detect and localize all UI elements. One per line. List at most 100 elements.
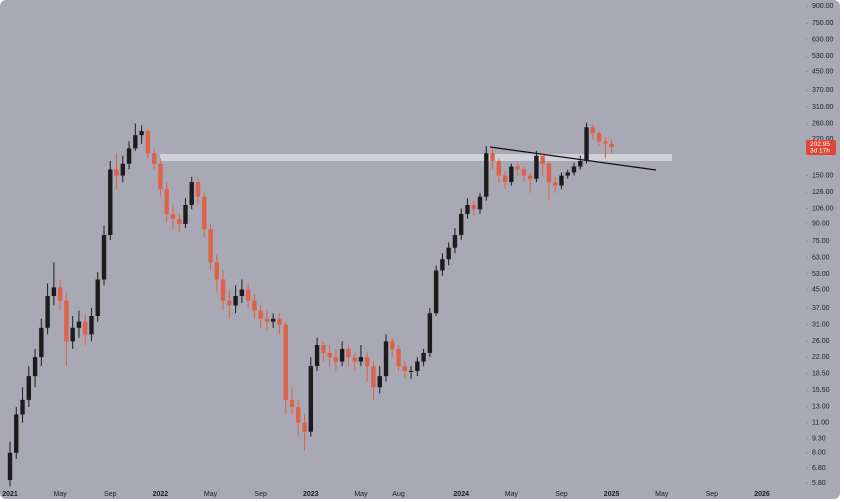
candle-body xyxy=(164,189,169,214)
y-tick-label: 530.00 xyxy=(812,53,834,60)
y-tick-label: 630.00 xyxy=(812,37,834,44)
x-tick-label: Sep xyxy=(555,491,568,498)
y-tick-label: 900.00 xyxy=(812,3,834,10)
candle-body xyxy=(490,153,495,161)
candle-body xyxy=(327,352,332,358)
candle-body xyxy=(371,366,376,388)
y-tick-label: 11.00 xyxy=(812,420,829,427)
candle-body xyxy=(440,259,445,271)
candle-body xyxy=(352,357,357,362)
x-tick-label: 2024 xyxy=(453,491,469,498)
candle-body xyxy=(377,376,382,388)
candle-body xyxy=(521,169,527,176)
y-tick-label: 22.00 xyxy=(812,354,830,361)
candle-body xyxy=(590,127,595,134)
candle-body xyxy=(202,196,207,230)
candle-body xyxy=(151,153,157,164)
candle-body xyxy=(227,300,232,306)
y-tick-label: 31.00 xyxy=(812,322,830,329)
candle-body xyxy=(277,318,282,325)
x-tick-label: May xyxy=(655,491,669,498)
candle-body xyxy=(534,155,539,179)
candle-body xyxy=(509,166,514,183)
candle-body xyxy=(346,348,351,358)
candle-body xyxy=(177,218,182,224)
candle-body xyxy=(358,357,364,362)
candle-body xyxy=(427,313,433,353)
level-zone xyxy=(160,154,672,161)
y-tick-label: 15.50 xyxy=(812,387,830,394)
y-tick-label: 26.00 xyxy=(812,338,830,345)
candle-body xyxy=(264,318,270,322)
candle-body xyxy=(333,357,339,362)
candle-body xyxy=(540,155,545,164)
x-tick-label: 2022 xyxy=(153,491,169,498)
candle-body xyxy=(114,169,119,176)
candle-body xyxy=(158,163,163,190)
candle-body xyxy=(39,327,44,358)
y-tick-label: 370.00 xyxy=(812,87,834,94)
candle-body xyxy=(95,279,100,316)
candle-body xyxy=(596,133,602,142)
candle-body xyxy=(308,366,313,432)
candle-body xyxy=(565,172,570,176)
candle-body xyxy=(283,324,288,400)
y-tick-label: 310.00 xyxy=(812,104,834,111)
candle-body xyxy=(471,204,476,210)
y-tick-label: 9.30 xyxy=(812,435,826,442)
candle-body xyxy=(553,182,558,186)
candle-body xyxy=(609,143,614,147)
candle-body xyxy=(477,196,483,210)
candle-body xyxy=(145,131,151,154)
y-tick-label: 150.00 xyxy=(812,172,834,179)
candle-body xyxy=(296,406,301,423)
x-tick-label: Sep xyxy=(706,491,719,498)
candle-body xyxy=(239,289,245,296)
y-tick-label: 750.00 xyxy=(812,20,834,27)
x-tick-label: May xyxy=(505,491,519,498)
y-tick-label: 5.80 xyxy=(812,480,826,487)
candle-body xyxy=(220,279,226,301)
candle-body xyxy=(408,371,414,373)
candle-body xyxy=(89,315,94,335)
candle-body xyxy=(302,422,307,432)
x-tick-label: May xyxy=(204,491,218,498)
y-tick-label: 6.80 xyxy=(812,465,826,472)
x-tick-label: Sep xyxy=(104,491,117,498)
candle-body xyxy=(133,135,138,149)
candle-body xyxy=(108,169,113,236)
candle-body xyxy=(584,127,589,161)
candle-body xyxy=(245,289,251,301)
candle-body xyxy=(465,204,470,214)
candle-body xyxy=(7,452,13,481)
candle-body xyxy=(339,348,345,362)
candle-body xyxy=(502,175,508,183)
y-tick-label: 8.00 xyxy=(812,450,826,457)
y-tick-label: 106.00 xyxy=(812,205,834,212)
candle-body xyxy=(83,321,88,335)
candle-body xyxy=(57,287,63,301)
y-tick-label: 13.00 xyxy=(812,404,830,411)
candle-body xyxy=(76,321,82,328)
candle-body xyxy=(170,213,176,219)
candle-body xyxy=(321,345,326,353)
candle-body xyxy=(415,361,420,372)
candle-body xyxy=(446,247,451,260)
candle-body xyxy=(233,295,238,306)
y-tick-label: 37.00 xyxy=(812,305,830,312)
candle-body xyxy=(484,153,489,197)
candle-body xyxy=(452,235,458,248)
candle-body xyxy=(252,300,257,311)
x-tick-label: May xyxy=(54,491,68,498)
candle-body xyxy=(195,182,201,197)
x-tick-label: Aug xyxy=(392,491,405,498)
candle-body xyxy=(578,160,583,167)
y-tick-label: 63.00 xyxy=(812,254,830,261)
candle-body xyxy=(496,160,501,176)
candle-body xyxy=(208,229,213,263)
candle-body xyxy=(101,235,107,280)
candle-body xyxy=(183,204,188,224)
candle-body xyxy=(26,376,31,400)
candle-body xyxy=(258,310,263,319)
trend-line xyxy=(489,146,657,171)
